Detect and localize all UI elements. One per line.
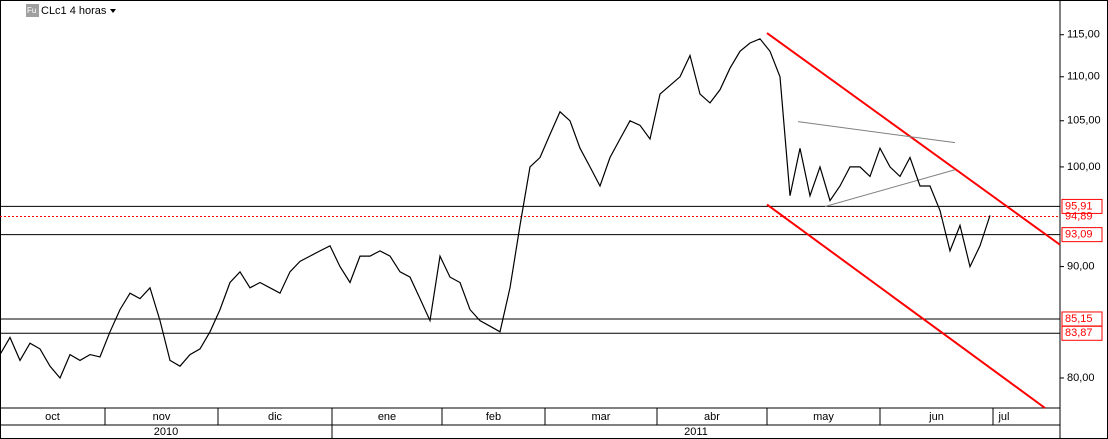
price-line bbox=[0, 38, 991, 380]
month-label: dic bbox=[268, 411, 283, 423]
icon bbox=[26, 4, 39, 17]
year-label: 2011 bbox=[684, 426, 708, 438]
trendline bbox=[766, 32, 1061, 246]
level-label: 95,91 bbox=[1065, 200, 1093, 212]
level-label: 83,87 bbox=[1065, 327, 1093, 339]
level-box bbox=[1061, 198, 1103, 214]
month-label: may bbox=[813, 411, 834, 423]
y-tick-label: 110,00 bbox=[1067, 71, 1100, 83]
trendline bbox=[797, 121, 956, 144]
month-label: mar bbox=[592, 411, 611, 423]
chart-title[interactable]: CLc1 4 horas bbox=[41, 5, 107, 17]
month-label: jun bbox=[928, 411, 944, 423]
dropdown-arrow[interactable] bbox=[110, 9, 116, 13]
level-box bbox=[1061, 227, 1103, 243]
month-label: nov bbox=[153, 411, 171, 423]
month-label: abr bbox=[704, 411, 720, 423]
trendline bbox=[766, 203, 1046, 409]
year-label: 2010 bbox=[154, 426, 178, 438]
level-label: 85,15 bbox=[1065, 313, 1093, 325]
y-tick-label: 115,00 bbox=[1067, 29, 1100, 41]
y-tick-label: 80,00 bbox=[1067, 372, 1095, 384]
level-box bbox=[1061, 325, 1103, 341]
icon-label: Fu bbox=[27, 6, 36, 15]
level-label: 93,09 bbox=[1065, 229, 1093, 241]
month-label: jul bbox=[997, 411, 1009, 423]
month-label: ene bbox=[378, 411, 396, 423]
trendline bbox=[824, 169, 956, 207]
level-label: 94,89 bbox=[1065, 210, 1093, 222]
y-tick-label: 100,00 bbox=[1067, 161, 1101, 173]
y-tick-label: 90,00 bbox=[1067, 260, 1095, 272]
month-label: oct bbox=[45, 411, 60, 423]
y-tick-label: 105,00 bbox=[1067, 115, 1101, 127]
month-label: feb bbox=[486, 411, 501, 423]
